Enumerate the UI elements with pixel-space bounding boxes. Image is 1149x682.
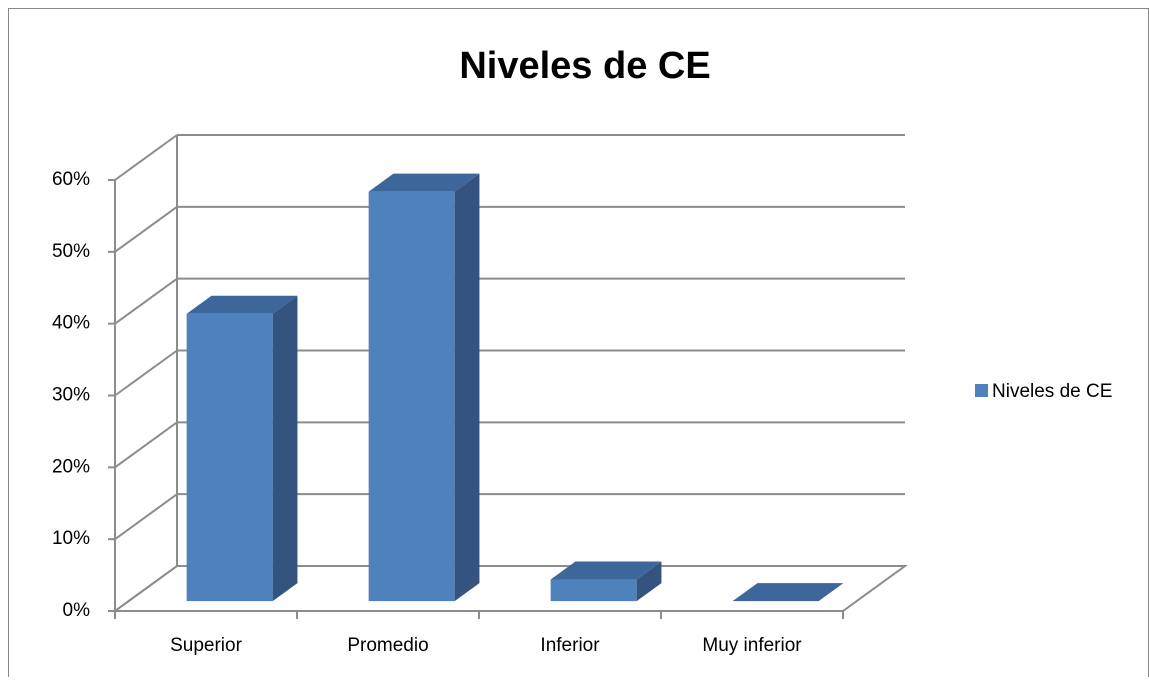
grid-line	[114, 565, 178, 612]
bar	[550, 579, 637, 602]
x-tick-label: Muy inferior	[702, 635, 802, 656]
x-tick-label: Promedio	[347, 635, 428, 656]
grid-line	[114, 421, 178, 469]
grid-line	[114, 277, 178, 325]
y-tick-label: 50%	[52, 241, 90, 262]
y-tick-label: 0%	[63, 600, 91, 621]
bar-side	[272, 295, 298, 602]
y-tick-label: 20%	[52, 456, 90, 477]
y-tick-label: 30%	[52, 385, 90, 406]
legend-swatch	[975, 384, 988, 397]
bar-top	[368, 173, 480, 192]
y-tick-label: 10%	[52, 528, 90, 549]
bar-side	[636, 561, 662, 602]
grid-line	[114, 493, 178, 540]
chart-title: Niveles de CE	[459, 45, 710, 87]
bar	[368, 191, 455, 602]
grid-line	[114, 206, 178, 253]
bar	[186, 313, 273, 602]
bar-top	[732, 583, 844, 602]
legend-label: Niveles de CE	[992, 381, 1112, 402]
bar-top	[186, 295, 298, 314]
grid-line	[114, 349, 178, 397]
x-tick-label: Inferior	[540, 635, 600, 656]
bar-side	[454, 173, 480, 602]
y-tick-label: 40%	[52, 313, 90, 334]
x-tick-label: Superior	[170, 635, 242, 656]
grid-line	[114, 134, 178, 181]
bar-top	[550, 561, 662, 580]
y-tick-label: 60%	[52, 169, 90, 190]
